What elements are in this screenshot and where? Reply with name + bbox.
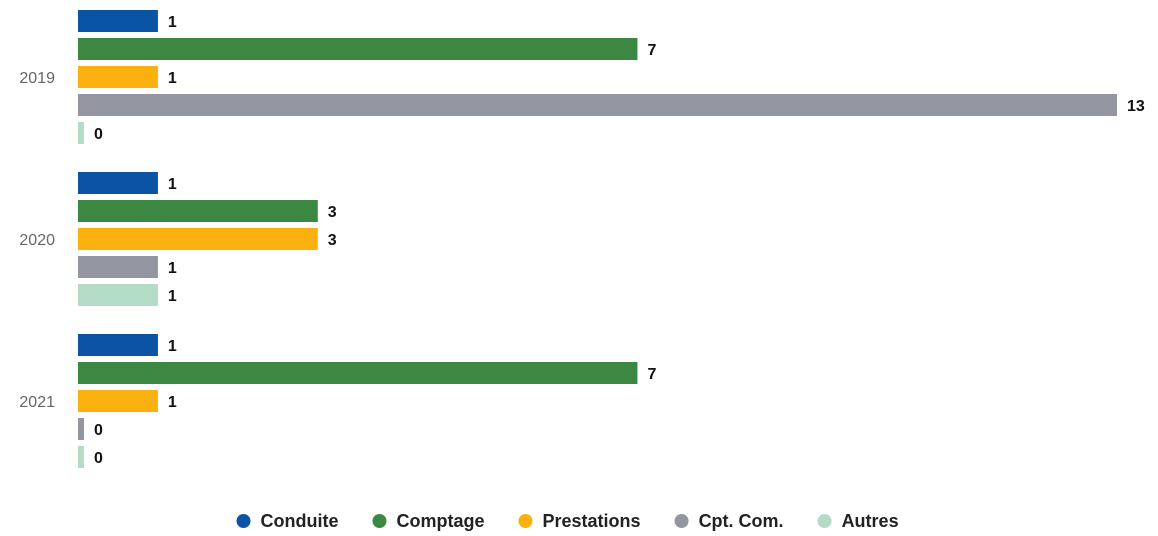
data-label-2019-prestations: 1 — [168, 70, 177, 87]
bar-2020-conduite — [78, 172, 158, 194]
data-label-2021-prestations: 1 — [168, 394, 177, 411]
bar-2021-cpt-com — [78, 418, 84, 440]
data-label-2019-comptage: 7 — [647, 42, 656, 59]
category-label-2019: 2019 — [19, 70, 55, 87]
bar-2020-prestations — [78, 228, 318, 250]
category-label-2020: 2020 — [19, 232, 55, 249]
legend-swatch-cpt-com — [674, 514, 689, 528]
bar-2020-cpt-com — [78, 256, 158, 278]
bar-2021-prestations — [78, 390, 158, 412]
data-label-2019-cpt-com: 13 — [1127, 98, 1145, 115]
data-label-2020-autres: 1 — [168, 288, 177, 305]
legend-swatch-comptage — [372, 514, 387, 528]
legend-label-comptage: Comptage — [397, 511, 485, 531]
bar-2019-conduite — [78, 10, 158, 32]
bar-2019-cpt-com — [78, 94, 1117, 116]
legend-label-conduite: Conduite — [261, 511, 339, 531]
bar-2019-autres — [78, 122, 84, 144]
legend-swatch-autres — [817, 514, 832, 528]
category-labels: 2019 2020 2021 — [19, 70, 55, 411]
data-label-2021-conduite: 1 — [168, 338, 177, 355]
data-label-2020-cpt-com: 1 — [168, 260, 177, 277]
data-label-2019-conduite: 1 — [168, 14, 177, 31]
bar-2020-autres — [78, 284, 158, 306]
bar-2019-comptage — [78, 38, 638, 60]
bar-2021-conduite — [78, 334, 158, 356]
bar-2021-comptage — [78, 362, 638, 384]
data-label-2020-conduite: 1 — [168, 176, 177, 193]
data-label-2019-autres: 0 — [94, 126, 103, 143]
legend: Conduite Comptage Prestations Cpt. Com. Autr… — [236, 511, 899, 531]
data-label-2021-cpt-com: 0 — [94, 422, 103, 439]
legend-label-autres: Autres — [842, 511, 899, 531]
data-label-2020-prestations: 3 — [328, 232, 337, 249]
data-label-2020-comptage: 3 — [328, 204, 337, 221]
bar-2021-autres — [78, 446, 84, 468]
bar-2020-comptage — [78, 200, 318, 222]
bar-2019-prestations — [78, 66, 158, 88]
legend-label-cpt-com: Cpt. Com. — [699, 511, 784, 531]
data-label-2021-comptage: 7 — [647, 366, 656, 383]
category-label-2021: 2021 — [19, 394, 55, 411]
legend-swatch-prestations — [518, 514, 533, 528]
legend-swatch-conduite — [236, 514, 251, 528]
legend-label-prestations: Prestations — [543, 511, 641, 531]
data-label-2021-autres: 0 — [94, 450, 103, 467]
